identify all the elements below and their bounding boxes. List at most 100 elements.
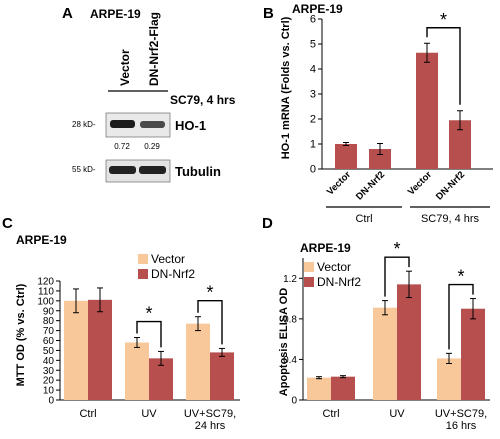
band-name-tubulin: Tubulin — [175, 164, 221, 179]
chart-b-significance-star: * — [440, 10, 447, 30]
chart-d-bar-dn-nrf2 — [331, 376, 355, 400]
chart-d-bar-dn-nrf2 — [397, 284, 421, 400]
panel-c-ylabel: MTT OD (% vs. Ctrl) — [15, 283, 27, 386]
panel-d: D ARPE-19 Apoptosis ELISA OD 0 0.4 0.8 1.2 C… — [262, 215, 490, 432]
chart-c-category-label: 24 hrs — [195, 420, 226, 432]
chart-c-category-label: Ctrl — [79, 408, 96, 420]
chart-b-ytick-label: 1 — [310, 139, 316, 151]
chart-b-category-label: Vector — [406, 169, 435, 198]
chart-c-ytick-label: 20 — [43, 376, 55, 387]
chart-c-ytick-label: 30 — [43, 366, 55, 377]
chart-b-category-label: DN-Nrf2 — [434, 169, 467, 202]
chart-c-ytick-label: 60 — [43, 336, 55, 347]
chart-c-significance-star: * — [145, 304, 152, 324]
panel-d-ylabel: Apoptosis ELISA OD — [278, 288, 290, 396]
chart-c-category-label: UV — [141, 408, 157, 420]
chart-b-ytick-label: 3 — [310, 89, 316, 101]
chart-d-category-label: UV — [389, 408, 405, 420]
chart-d-significance-star: * — [393, 239, 400, 259]
chart-c-ytick-label: 110 — [38, 286, 54, 297]
panel-d-title: ARPE-19 — [300, 241, 351, 255]
panel-a-letter: A — [62, 5, 73, 22]
lane-label-dn-nrf2-flag: DN-Nrf2-Flag — [147, 12, 161, 86]
chart-c-bar-vector — [186, 323, 210, 400]
chart-c-ytick-label: 80 — [43, 316, 55, 327]
panel-c: C ARPE-19 MTT OD (% vs. Ctrl) 0102030405… — [2, 215, 240, 432]
group-label-ctrl: Ctrl — [355, 213, 372, 225]
chart-c-legend-label: Vector — [151, 252, 185, 266]
ho1-band-vector — [110, 120, 135, 128]
chart-c-ytick-label: 40 — [43, 356, 55, 367]
quant-dn-nrf2: 0.29 — [144, 142, 160, 151]
chart-d-bar-vector — [307, 377, 331, 400]
chart-d-significance-star: * — [457, 267, 464, 287]
quant-vector: 0.72 — [114, 142, 130, 151]
chart-d-significance-bracket — [448, 283, 474, 350]
chart-d: 0 0.4 0.8 1.2 Ctrl UV * UV+SC79,16 hrs * VectorDN… — [283, 239, 490, 432]
chart-b-bar — [369, 149, 391, 169]
chart-c-ytick-label: 100 — [37, 296, 54, 307]
chart-c-ytick-label: 0 — [48, 396, 54, 407]
chart-b-ytick-label: 5 — [310, 39, 316, 51]
panel-c-letter: C — [2, 215, 13, 232]
chart-c-legend-label: DN-Nrf2 — [151, 267, 195, 281]
group-label-sc79: SC79, 4 hrs — [421, 213, 480, 225]
marker-55kd: 55 kD- — [72, 165, 96, 174]
chart-c-significance-star: * — [206, 283, 213, 303]
tubulin-band-vector — [109, 166, 136, 174]
chart-c-legend-swatch — [138, 254, 148, 264]
chart-b-ytick-label: 0 — [310, 164, 316, 176]
chart-d-category-label: UV+SC79, — [435, 408, 487, 420]
chart-b-bar — [449, 120, 471, 169]
chart-c-ytick-label: 50 — [43, 346, 55, 357]
panel-b-title: ARPE-19 — [292, 2, 343, 16]
chart-d-category-label: 16 hrs — [446, 420, 477, 432]
chart-b-ytick-label: 6 — [310, 14, 316, 26]
chart-d-bar-vector — [373, 307, 397, 400]
chart-d-bar-dn-nrf2 — [461, 308, 485, 400]
chart-c-bar-dn-nrf2 — [210, 352, 234, 400]
chart-d-ytick-label: 0.4 — [283, 355, 297, 366]
tubulin-blot — [105, 159, 171, 183]
chart-c-ytick-label: 70 — [43, 326, 55, 337]
panel-b-letter: B — [263, 5, 274, 22]
chart-d-legend-swatch — [304, 262, 314, 272]
chart-c-ytick-label: 10 — [43, 386, 55, 397]
panel-b: B ARPE-19 HO-1 mRNA (Folds vs. Ctrl) 0 1 2… — [263, 2, 493, 225]
chart-b-bar — [416, 52, 438, 169]
chart-d-ytick-label: 0.8 — [283, 314, 297, 325]
chart-b-ytick-label: 2 — [310, 114, 316, 126]
chart-b-ytick-label: 4 — [310, 64, 316, 76]
chart-c-bar-vector — [125, 342, 149, 400]
chart-c-legend-swatch — [138, 269, 148, 279]
chart-b-significance-bracket — [426, 27, 461, 105]
chart-d-legend-swatch — [304, 277, 314, 287]
chart-c-bar-vector — [64, 300, 88, 400]
lane-label-vector: Vector — [118, 49, 132, 86]
chart-b-bar — [335, 144, 357, 169]
panel-a: A ARPE-19 Vector DN-Nrf2-Flag SC79, 4 hr… — [62, 5, 236, 183]
ho1-band-dn-nrf2 — [140, 121, 165, 128]
chart-b-category-label: DN-Nrf2 — [354, 169, 387, 202]
chart-d-ytick-label: 0 — [291, 396, 297, 407]
panel-b-ylabel: HO-1 mRNA (Folds vs. Ctrl) — [280, 16, 292, 159]
chart-d-legend-label: DN-Nrf2 — [317, 275, 361, 289]
chart-b-category-label: Vector — [325, 169, 354, 198]
chart-d-category-label: Ctrl — [322, 408, 339, 420]
panel-d-letter: D — [262, 215, 273, 232]
treatment-label: SC79, 4 hrs — [170, 93, 236, 107]
chart-c-ytick-label: 90 — [43, 306, 55, 317]
band-name-ho1: HO-1 — [175, 118, 206, 133]
marker-28kd: 28 kD- — [72, 120, 96, 129]
chart-c-significance-bracket — [197, 300, 223, 345]
chart-d-bar-vector — [437, 358, 461, 400]
tubulin-band-dn-nrf2 — [139, 166, 166, 174]
panel-c-title: ARPE-19 — [16, 233, 67, 247]
chart-d-significance-bracket — [384, 256, 410, 297]
chart-c-ytick-label: 120 — [37, 277, 54, 288]
chart-d-ytick-label: 1.2 — [283, 274, 297, 285]
chart-d-legend-label: Vector — [317, 260, 351, 274]
